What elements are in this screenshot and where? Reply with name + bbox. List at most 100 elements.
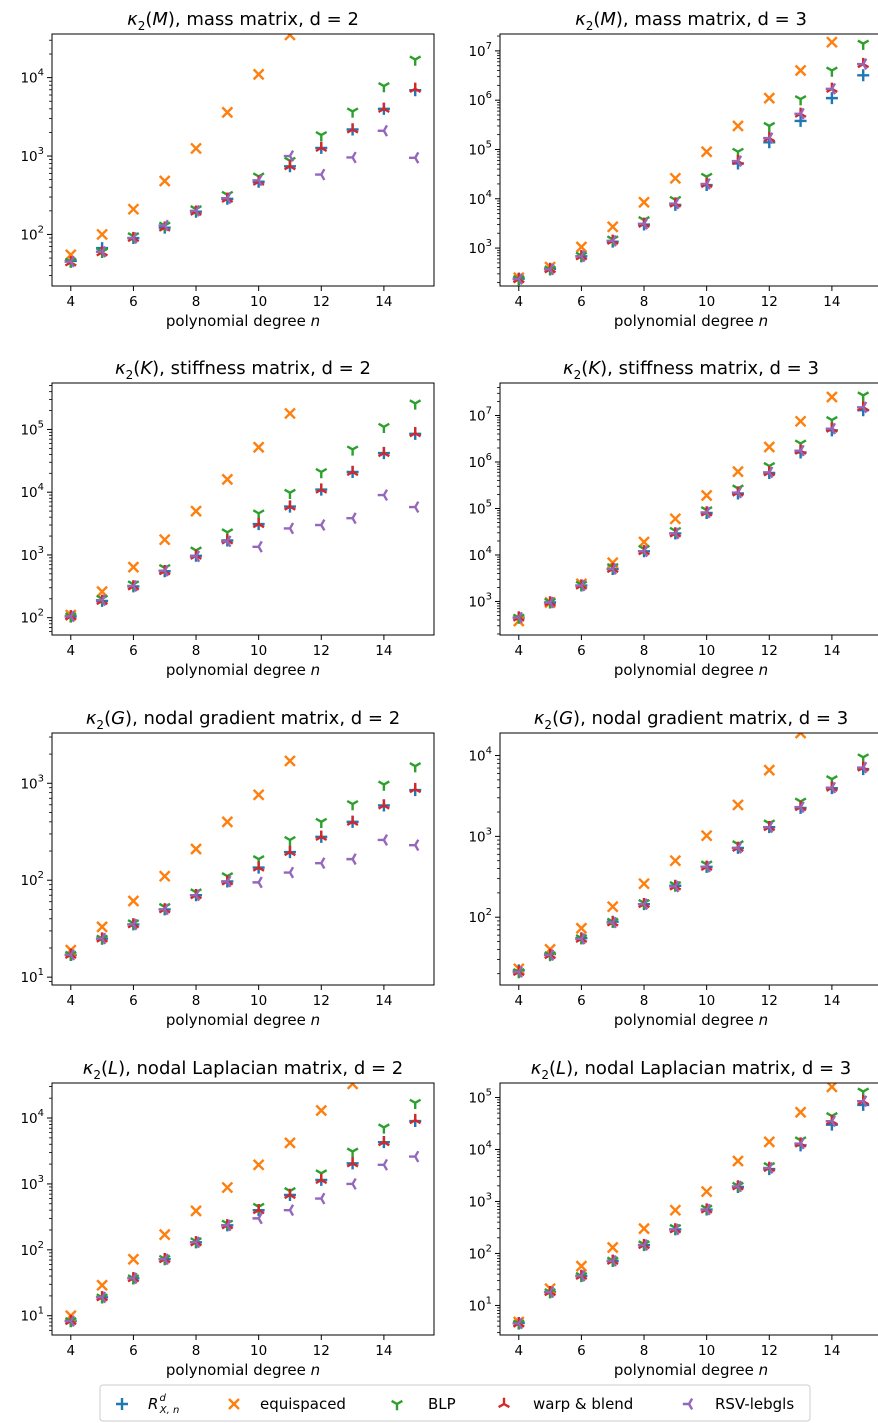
x-tick-label: 10 [698, 993, 715, 1009]
point-equi [284, 34, 296, 41]
point-warp [315, 1173, 328, 1185]
point-rsv [315, 519, 326, 531]
point-equi [190, 843, 202, 855]
point-warp [377, 1135, 390, 1147]
point-equi [669, 1204, 682, 1217]
point-blp [346, 799, 359, 811]
point-rsv [731, 1180, 743, 1193]
point-blp [377, 1123, 390, 1134]
x-tick-label: 14 [375, 294, 392, 310]
plot-frame [499, 1082, 878, 1336]
y-tick-label: 106 [468, 90, 492, 109]
data-points [64, 34, 422, 268]
y-tick-label: 103 [20, 146, 44, 165]
y-tick-label: 104 [20, 1108, 44, 1127]
y-tick-label: 107 [468, 405, 492, 424]
point-rsv [794, 801, 805, 814]
point-rsv [857, 58, 868, 71]
point-equi [221, 106, 234, 119]
point-blp [315, 130, 328, 142]
x-tick-label: 6 [129, 294, 138, 310]
point-rsv [283, 1204, 295, 1217]
point-equi [575, 922, 588, 935]
chart-title: κ2(L), nodal Laplacian matrix, d = 3 [531, 1058, 851, 1082]
point-rsv [189, 1236, 201, 1249]
point-rsv [794, 1137, 805, 1150]
point-equi [315, 1104, 328, 1117]
y-tick-label: 103 [468, 826, 492, 845]
point-rsv [669, 197, 680, 210]
point-rsv [575, 1269, 586, 1282]
point-rsv [669, 527, 680, 540]
point-rsv [606, 563, 617, 575]
point-blp [409, 762, 422, 773]
point-equi [284, 755, 296, 767]
point-equi [190, 142, 202, 155]
point-rsv [857, 761, 868, 774]
point-equi [794, 1106, 807, 1119]
point-rsv [64, 610, 75, 623]
point-equi [638, 196, 650, 209]
y-tick-label: 103 [468, 238, 492, 257]
point-rsv [763, 821, 774, 834]
x-tick-label: 12 [761, 294, 778, 310]
point-rsv [95, 245, 107, 258]
point-rsv [512, 1317, 523, 1330]
point-rsv [377, 124, 389, 137]
point-equi [794, 64, 807, 77]
point-rsv [512, 273, 523, 286]
point-rsv [825, 422, 837, 435]
point-equi [700, 829, 713, 842]
point-equi [221, 473, 234, 486]
point-rsv [283, 150, 295, 163]
point-blp [825, 66, 838, 77]
point-rsv [575, 932, 586, 945]
x-tick-label: 8 [192, 294, 201, 310]
point-rxn [857, 69, 870, 82]
point-rsv [64, 1315, 75, 1328]
point-rsv [857, 401, 868, 414]
point-equi [252, 68, 265, 81]
y-tick-label: 103 [20, 545, 44, 564]
point-equi [669, 854, 682, 867]
point-warp [284, 160, 296, 171]
point-rsv [64, 948, 75, 961]
point-rsv [409, 501, 420, 514]
y-tick-label: 101 [20, 967, 44, 986]
x-tick-label: 12 [313, 1343, 330, 1359]
legend-marker-rsv [682, 1398, 694, 1410]
x-axis-label: polynomial degree n [614, 312, 768, 330]
x-tick-label: 6 [129, 643, 138, 659]
x-tick-label: 12 [761, 993, 778, 1009]
point-equi [638, 1222, 650, 1235]
point-rsv [252, 876, 263, 889]
point-equi [158, 1228, 171, 1241]
point-blp [794, 94, 807, 106]
x-tick-label: 4 [66, 993, 75, 1009]
point-rsv [158, 903, 169, 916]
point-equi [96, 921, 108, 933]
x-tick-label: 4 [66, 1343, 75, 1359]
x-tick-label: 12 [313, 643, 330, 659]
plot-frame [51, 33, 435, 287]
point-rsv [543, 596, 555, 609]
point-rsv [315, 857, 326, 870]
plot-frame [51, 732, 435, 986]
chart-panel-6: κ2(G), nodal gradient matrix, d = 3 4 6 8 10… [468, 708, 878, 1029]
point-equi [732, 120, 744, 132]
y-tick-label: 104 [468, 189, 492, 208]
point-equi [606, 220, 619, 233]
point-equi [190, 1205, 202, 1217]
legend-marker-warp [498, 1397, 510, 1409]
plot-frame [51, 382, 435, 636]
point-rsv [700, 506, 711, 519]
point-rsv [315, 168, 326, 181]
point-warp [346, 465, 359, 477]
point-equi [700, 1185, 713, 1198]
x-tick-label: 8 [640, 294, 649, 310]
point-warp [252, 1203, 265, 1215]
point-warp [377, 102, 390, 113]
point-rsv [700, 1203, 711, 1216]
point-blp [857, 39, 870, 50]
